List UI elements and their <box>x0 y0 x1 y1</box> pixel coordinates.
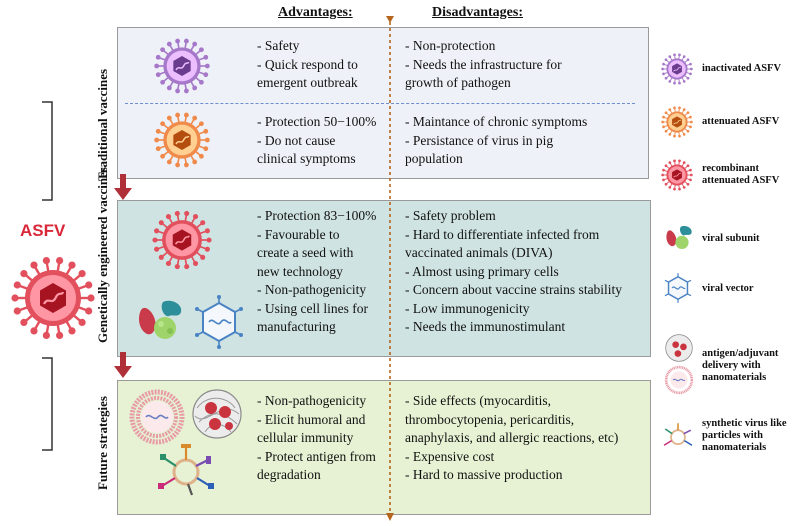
section-label-future: Future strategies <box>95 396 110 490</box>
text-line: - Do not cause <box>257 132 336 148</box>
legend-text: antigen/adjuvant <box>702 348 779 359</box>
legend-text: delivery with <box>702 360 761 371</box>
text-line: manufacturing <box>257 319 336 334</box>
legend-text: particles with <box>702 430 763 441</box>
text-line: - Needs the infrastructure for <box>405 56 562 72</box>
text-line: - Protection 50−100% <box>257 114 377 129</box>
legend-inactivated-icon <box>661 53 693 85</box>
legend-text: attenuated ASFV <box>702 175 780 186</box>
text-line: population <box>405 151 463 166</box>
attenuated-virus-icon <box>154 112 210 168</box>
legend-subunit-label: viral subunit <box>702 233 759 245</box>
text-line: - Concern about vaccine strains stabilit… <box>405 282 623 297</box>
text-line: - Protection 83−100% <box>257 208 377 223</box>
legend-text: nanomaterials <box>702 372 767 383</box>
text-line: - Using cell lines for <box>257 300 368 316</box>
asfv-label: ASFV <box>20 221 66 240</box>
genetic-disadvantages: - Safety problem - Hard to differentiate… <box>405 207 622 337</box>
text-line: - Non-pathogenicity <box>257 282 367 297</box>
text-line: - Persistance of virus in pig <box>405 132 554 148</box>
text-line: - Expensive cost <box>405 448 495 464</box>
future-advantages: - Non-pathogenicity - Elicit humoral and… <box>257 392 376 485</box>
legend-synthetic-vlp-label: synthetic virus like particles with nano… <box>702 418 787 454</box>
text-line: - Protect antigen from <box>257 448 376 464</box>
viral-subunit-icon <box>139 300 182 339</box>
future-disadvantages: - Side effects (myocarditis, thrombocyto… <box>405 392 618 485</box>
text-line: - Hard to massive production <box>405 467 563 482</box>
text-line: new technology <box>257 263 343 279</box>
text-line: - Hard to differentiate infected from <box>405 226 600 242</box>
text-line: - Side effects (myocarditis, <box>405 393 551 408</box>
legend-vector-label: viral vector <box>702 283 754 295</box>
dashed-separator <box>125 103 635 104</box>
legend-attenuated-label: attenuated ASFV <box>702 116 779 128</box>
genetic-advantages: - Protection 83−100% - Favourable to cre… <box>257 207 376 337</box>
legend-recombinant-icon <box>661 159 693 191</box>
legend-text: nanomaterials <box>702 442 767 453</box>
nanomaterial-delivery-icon <box>192 389 242 439</box>
text-line: - Non-pathogenicity <box>257 393 367 408</box>
viral-vector-icon <box>195 295 243 349</box>
legend-text: inactivated ASFV <box>702 63 782 74</box>
traditional-advantages-top: - Safety - Quick respond to emergent out… <box>257 37 358 93</box>
text-line: anaphylaxis, and allergic reactions, etc… <box>405 430 619 445</box>
legend-nano-delivery-icon <box>665 334 693 362</box>
disadvantages-header: Disadvantages: <box>432 5 524 20</box>
legend-text: recombinant <box>702 163 759 174</box>
text-line: clinical symptoms <box>257 151 356 166</box>
liposome-icon <box>129 389 185 445</box>
legend-nano-delivery-label: antigen/adjuvant delivery with nanomater… <box>702 348 778 384</box>
text-line: - Maintance of chronic symptoms <box>405 114 588 129</box>
text-line: vaccinated animals (DIVA) <box>405 245 553 260</box>
legend-vector-icon <box>664 273 692 303</box>
synthetic-vlp-icon <box>158 444 214 496</box>
recombinant-virus-icon <box>152 210 212 270</box>
asfv-virus-icon <box>11 257 95 339</box>
text-line: thrombocytopenia, pericarditis, <box>405 411 575 427</box>
traditional-disadvantages-top: - Non-protection - Needs the infrastruct… <box>405 37 562 93</box>
text-line: growth of pathogen <box>405 75 511 90</box>
text-line: create a seed with <box>257 245 354 260</box>
traditional-disadvantages-bottom: - Maintance of chronic symptoms - Persis… <box>405 113 587 169</box>
legend-subunit-icon <box>666 226 692 249</box>
text-line: emergent outbreak <box>257 75 358 90</box>
text-line: - Quick respond to <box>257 56 358 72</box>
text-line: - Low immunogenicity <box>405 300 530 316</box>
text-line: degradation <box>257 467 321 482</box>
legend-text: attenuated ASFV <box>702 116 780 127</box>
legend-text: synthetic virus like <box>702 418 787 429</box>
text-line: - Almost using primary cells <box>405 263 559 279</box>
legend-inactivated-label: inactivated ASFV <box>702 63 781 75</box>
text-line: - Non-protection <box>405 38 496 53</box>
text-line: - Elicit humoral and <box>257 411 366 427</box>
traditional-advantages-bottom: - Protection 50−100% - Do not cause clin… <box>257 113 376 169</box>
legend-text: viral vector <box>702 283 754 294</box>
legend-attenuated-icon <box>661 106 693 138</box>
text-line: - Needs the immunostimulant <box>405 319 566 334</box>
advantages-header: Advantages: <box>278 5 353 20</box>
legend-recombinant-label: recombinant attenuated ASFV <box>702 163 779 187</box>
legend-text: viral subunit <box>702 233 760 244</box>
legend-liposome-icon <box>664 365 694 395</box>
text-line: - Favourable to <box>257 226 340 242</box>
inactivated-virus-icon <box>154 38 210 94</box>
text-line: - Safety <box>257 38 300 53</box>
text-line: cellular immunity <box>257 430 354 445</box>
legend-synthetic-vlp-icon <box>663 423 693 446</box>
text-line: - Safety problem <box>405 208 496 223</box>
